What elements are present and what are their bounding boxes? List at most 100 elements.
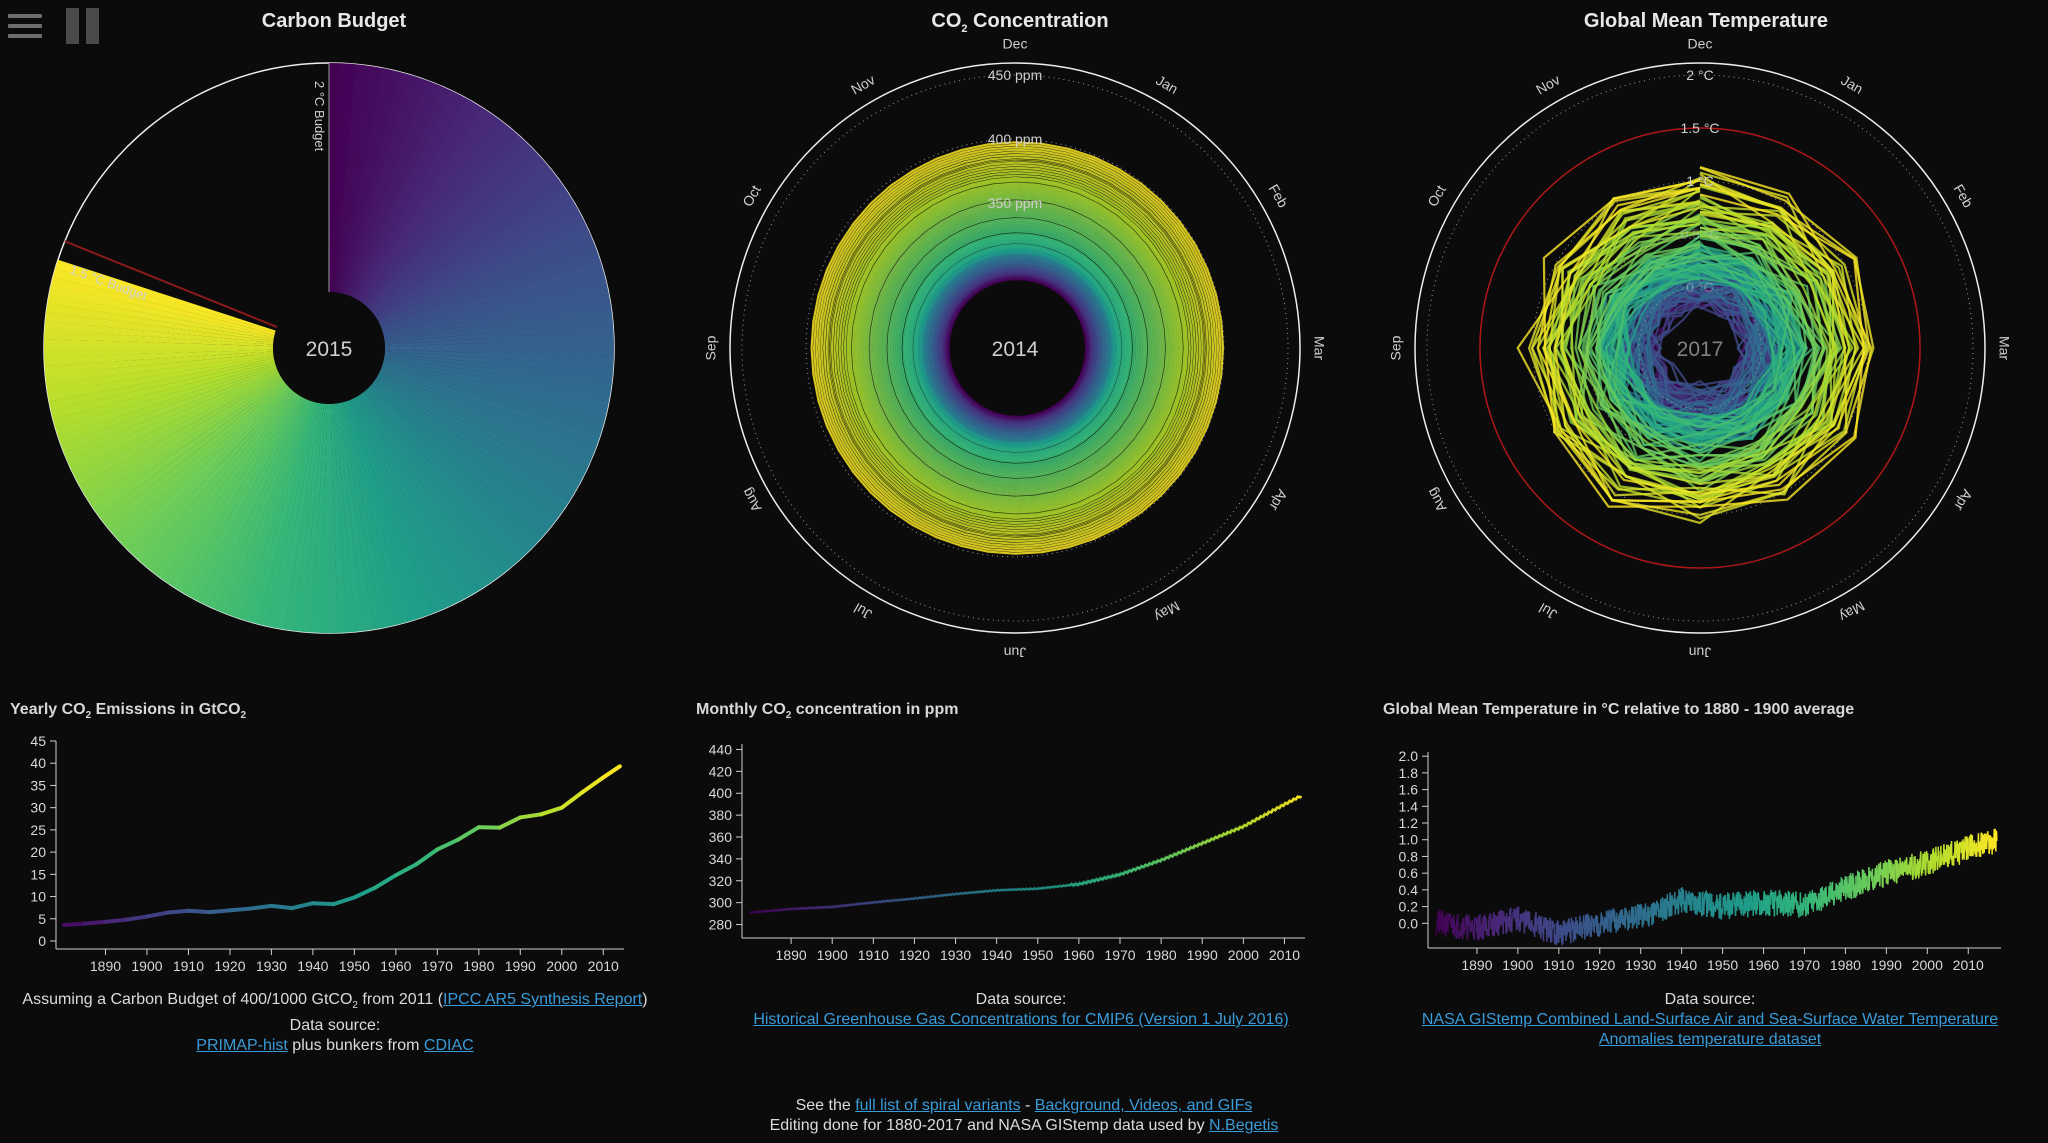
pie-slice — [49, 285, 275, 338]
cmip6-link[interactable]: Historical Greenhouse Gas Concentrations… — [753, 1011, 1289, 1028]
co2-year-loop — [810, 141, 1225, 555]
month-label: Oct — [739, 182, 764, 209]
co2-segment — [1120, 872, 1124, 875]
gistemp-link-2[interactable]: Anomalies temperature dataset — [1598, 1031, 1822, 1048]
co2-segment — [1157, 860, 1161, 863]
y-tick-label: 1.6 — [1399, 782, 1419, 798]
co2-segment — [1077, 883, 1081, 887]
co2-year-loop — [846, 177, 1189, 520]
co2-segment — [929, 895, 932, 899]
spiral-variants-link[interactable]: full list of spiral variants — [855, 1097, 1021, 1114]
co2-year-loop — [852, 182, 1183, 514]
pie-slice — [337, 66, 383, 293]
co2-segment — [769, 909, 773, 912]
co2-segment — [1132, 867, 1136, 871]
co2-segment — [1202, 840, 1206, 844]
co2-segment — [956, 892, 960, 896]
co2-segment — [897, 898, 900, 901]
co2-segment — [1008, 888, 1011, 891]
gistemp-link-1[interactable]: NASA GIStemp Combined Land-Surface Air a… — [1421, 1011, 1999, 1028]
caption-end: ) — [642, 991, 648, 1008]
pie-slice — [223, 400, 311, 617]
co2-segment — [1023, 888, 1027, 891]
co2-segment — [894, 898, 897, 902]
co2-segment — [1220, 834, 1224, 838]
pie-slice — [384, 330, 614, 347]
emissions-segment — [103, 917, 129, 924]
co2-segment — [890, 899, 893, 902]
pie-slice — [330, 63, 348, 293]
emissions-segment — [393, 862, 419, 878]
co2-year-loop — [875, 206, 1159, 490]
temp-year-loop — [1611, 250, 1806, 433]
pie-slice — [357, 395, 482, 594]
co2-segment — [1268, 810, 1272, 813]
x-tick-label: 2010 — [1269, 947, 1300, 963]
co2-segment — [971, 890, 974, 894]
pie-slice — [352, 90, 459, 299]
co2-segment — [878, 900, 881, 904]
pause-icon[interactable] — [66, 8, 102, 44]
co2-segment — [1177, 850, 1181, 854]
co2-segment — [822, 906, 825, 909]
x-tick-label: 1910 — [858, 947, 889, 963]
pie-slice — [352, 397, 459, 606]
co2-segment — [1133, 868, 1137, 872]
temp-source-label: Data source: — [1664, 991, 1756, 1008]
co2-segment — [1231, 828, 1235, 832]
y-tick-label: 0.2 — [1399, 899, 1419, 915]
co2-segment — [1030, 887, 1034, 891]
ipcc-report-link[interactable]: IPCC AR5 Synthesis Report — [443, 991, 643, 1008]
co2-segment — [925, 896, 928, 899]
co2-segment — [1289, 800, 1293, 803]
co2-segment — [950, 892, 953, 896]
co2-segment — [856, 902, 859, 906]
x-tick-label: 1920 — [214, 958, 245, 974]
co2-segment — [834, 905, 838, 909]
co2-segment — [794, 907, 797, 910]
pie-slice — [383, 358, 609, 411]
pie-slice — [334, 403, 365, 632]
co2-segment — [1182, 850, 1186, 853]
co2-segment — [1105, 876, 1109, 880]
co2-segment — [831, 905, 834, 908]
co2-segment — [1233, 829, 1237, 833]
co2-segment — [975, 890, 978, 894]
hamburger-menu-icon[interactable] — [8, 12, 44, 42]
month-label: Aug — [1423, 485, 1449, 515]
co2-segment — [942, 893, 945, 897]
co2-segment — [1243, 823, 1247, 827]
co2-spiral-chart: Jan Feb Mar Apr May Jun Jul Aug Sep Oct Nov Dec 350 … — [703, 36, 1328, 661]
co2-segment — [993, 889, 997, 892]
co2-segment — [1251, 819, 1255, 822]
pie-slice — [366, 388, 525, 562]
pie-slice — [364, 390, 518, 568]
co2-year-loop — [833, 164, 1202, 533]
co2-segment — [1036, 887, 1040, 890]
co2-segment — [1006, 888, 1009, 892]
co2-segment — [1208, 839, 1212, 843]
pie-hole — [273, 292, 385, 404]
co2-segment — [903, 898, 906, 901]
emissions-segment — [352, 885, 378, 900]
x-tick-label: 1930 — [1625, 957, 1656, 973]
background-videos-link[interactable]: Background, Videos, and GIFs — [1034, 1097, 1253, 1114]
author-link[interactable]: N.Begetis — [1209, 1117, 1279, 1134]
co2-segment — [1179, 851, 1183, 854]
pie-slice — [369, 152, 543, 311]
cdiac-link[interactable]: CDIAC — [423, 1037, 474, 1055]
x-tick-label: 1920 — [899, 947, 930, 963]
pie-slice — [46, 303, 274, 341]
co2-segment — [1048, 886, 1051, 889]
pie-slice — [382, 259, 603, 333]
pie-slice — [334, 64, 365, 293]
co2-segment — [1118, 874, 1122, 877]
co2-segment — [860, 902, 863, 905]
co2-year-loop — [858, 188, 1177, 508]
primap-link[interactable]: PRIMAP-hist — [196, 1037, 288, 1055]
co2-segment — [976, 890, 979, 893]
co2-segment — [1073, 882, 1077, 886]
pie-slice — [293, 403, 324, 632]
source-mid-text: plus bunkers from — [287, 1037, 424, 1055]
x-tick-label: 2000 — [1912, 957, 1943, 973]
